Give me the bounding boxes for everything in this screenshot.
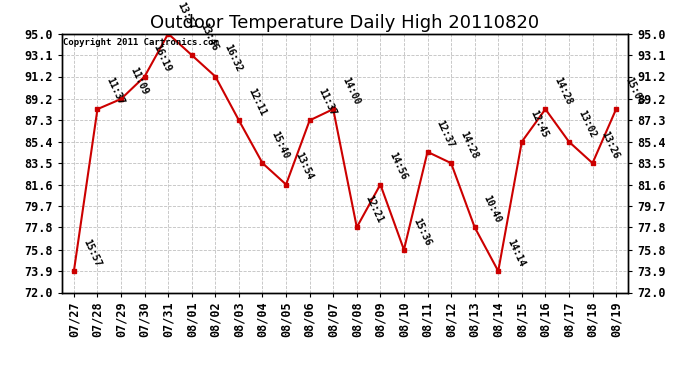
Text: 15:36: 15:36 bbox=[411, 216, 433, 247]
Text: 12:21: 12:21 bbox=[364, 194, 385, 225]
Text: 12:11: 12:11 bbox=[246, 87, 267, 118]
Text: 13:02: 13:02 bbox=[576, 108, 598, 139]
Text: 15:57: 15:57 bbox=[81, 237, 102, 268]
Text: 14:00: 14:00 bbox=[340, 75, 362, 106]
Text: 13:26: 13:26 bbox=[600, 129, 621, 160]
Text: 16:32: 16:32 bbox=[222, 43, 244, 74]
Text: 14:14: 14:14 bbox=[505, 237, 526, 268]
Text: 10:40: 10:40 bbox=[482, 194, 503, 225]
Text: 16:19: 16:19 bbox=[152, 43, 173, 74]
Text: 15:04: 15:04 bbox=[623, 75, 644, 106]
Text: 13:46: 13:46 bbox=[199, 21, 220, 53]
Text: Copyright 2011 Cartronics.com: Copyright 2011 Cartronics.com bbox=[63, 38, 219, 46]
Text: 13:57: 13:57 bbox=[175, 0, 197, 31]
Text: 11:37: 11:37 bbox=[317, 87, 338, 118]
Text: 11:09: 11:09 bbox=[128, 65, 150, 96]
Text: 12:45: 12:45 bbox=[529, 108, 550, 139]
Text: 12:37: 12:37 bbox=[435, 118, 456, 149]
Title: Outdoor Temperature Daily High 20110820: Outdoor Temperature Daily High 20110820 bbox=[150, 14, 540, 32]
Text: 14:28: 14:28 bbox=[552, 75, 574, 106]
Text: 15:40: 15:40 bbox=[269, 129, 291, 160]
Text: 11:37: 11:37 bbox=[104, 75, 126, 106]
Text: 13:54: 13:54 bbox=[293, 151, 315, 182]
Text: 14:56: 14:56 bbox=[387, 151, 408, 182]
Text: 14:28: 14:28 bbox=[458, 129, 480, 160]
